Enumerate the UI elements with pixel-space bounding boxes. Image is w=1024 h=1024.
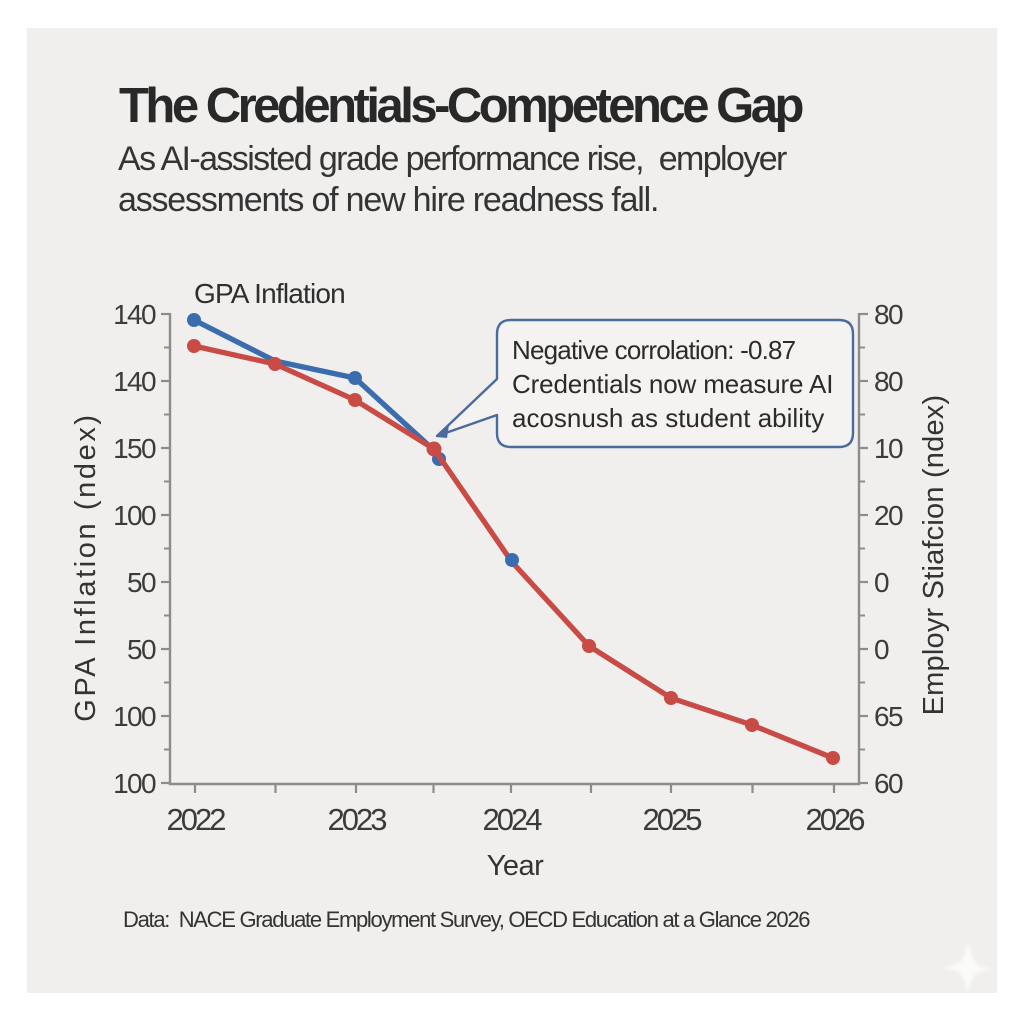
svg-text:As AI-assisted grade performan: As AI-assisted grade performance rise, e… — [118, 140, 787, 178]
svg-text:80: 80 — [874, 366, 903, 397]
svg-text:2026: 2026 — [806, 802, 865, 837]
svg-text:140: 140 — [113, 366, 156, 397]
svg-text:GPA Inflation (ndex): GPA Inflation (ndex) — [70, 412, 102, 721]
svg-text:0: 0 — [874, 634, 889, 665]
svg-text:Employr Stiafcion (ndex): Employr Stiafcion (ndex) — [918, 395, 950, 716]
svg-text:150: 150 — [113, 433, 156, 464]
svg-text:100: 100 — [113, 768, 156, 799]
svg-text:0: 0 — [874, 567, 889, 598]
svg-text:2025: 2025 — [643, 802, 702, 837]
svg-text:assessments of new hire readne: assessments of new hire readness fall. — [118, 181, 658, 219]
svg-text:65: 65 — [874, 701, 903, 732]
svg-text:2023: 2023 — [328, 802, 387, 837]
svg-text:20: 20 — [874, 500, 903, 531]
svg-text:Negative corrolation: -0.87: Negative corrolation: -0.87 — [512, 335, 796, 365]
svg-text:50: 50 — [127, 567, 156, 598]
svg-text:2024: 2024 — [483, 802, 543, 837]
svg-text:60: 60 — [874, 768, 903, 799]
svg-text:Year: Year — [487, 850, 544, 882]
svg-text:2022: 2022 — [167, 802, 226, 837]
svg-text:100: 100 — [113, 701, 156, 732]
svg-text:140: 140 — [113, 299, 156, 330]
svg-text:50: 50 — [127, 634, 156, 665]
svg-text:10: 10 — [874, 433, 903, 464]
svg-text:Credentials now measure AI: Credentials now measure AI — [512, 369, 833, 399]
svg-text:The Credentials-Competence Gap: The Credentials-Competence Gap — [119, 79, 802, 133]
svg-text:GPA Inflation: GPA Inflation — [194, 278, 345, 309]
svg-text:100: 100 — [113, 500, 156, 531]
svg-text:80: 80 — [874, 299, 903, 330]
svg-text:Data: NACE Graduate Employmen: Data: NACE Graduate Employment Survey, O… — [123, 907, 810, 932]
svg-text:acosnush as student ability: acosnush as student ability — [512, 403, 824, 433]
